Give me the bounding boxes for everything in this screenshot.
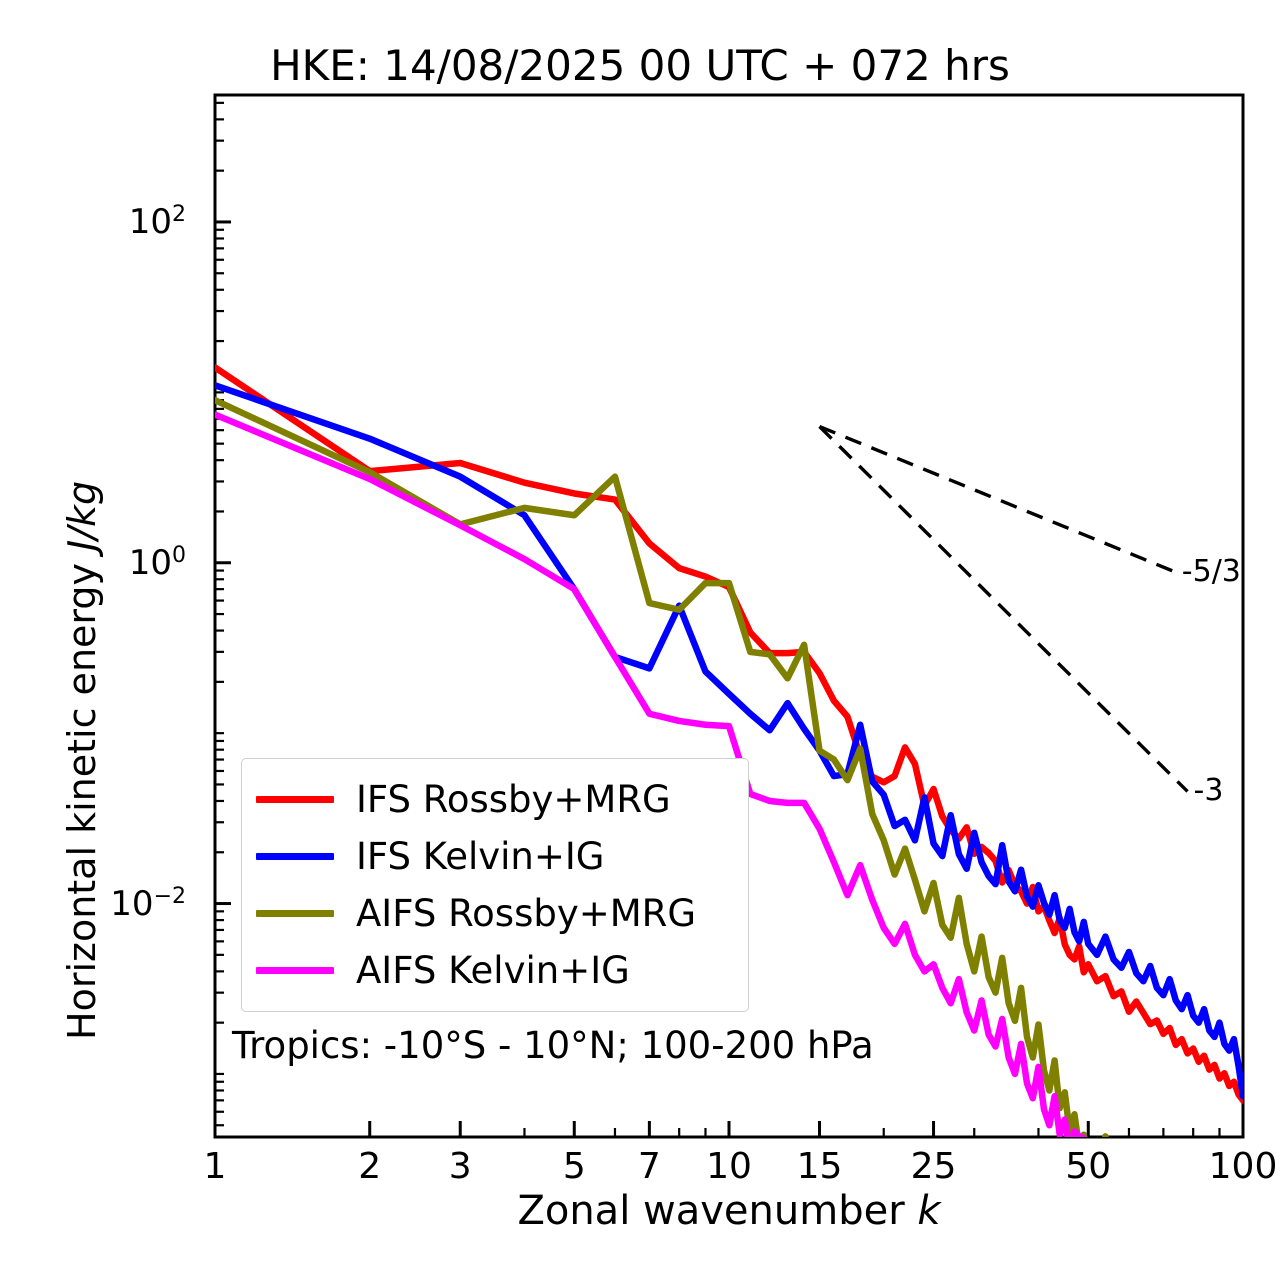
x-tick-label: 2 [358, 1146, 382, 1187]
x-tick-label: 25 [910, 1146, 957, 1187]
region-annotation: Tropics: -10°S - 10°N; 100-200 hPa [232, 1024, 874, 1067]
y-tick-exponent: −2 [153, 883, 186, 909]
reference-slope-line [818, 425, 1189, 793]
x-tick-label: 15 [796, 1146, 843, 1187]
legend-swatch-line-icon [256, 853, 334, 860]
series-line-aifs-rossby-mrg [215, 396, 1109, 1137]
series-line-ifs-kelvin-ig [215, 382, 1243, 1100]
series-line-ifs-rossby-mrg [215, 364, 1243, 1104]
legend-item[interactable]: IFS Rossby+MRG [256, 771, 732, 828]
y-tick-mantissa: 10 [128, 202, 172, 243]
legend-item[interactable]: AIFS Rossby+MRG [256, 885, 732, 942]
y-tick-label: 10−2 [110, 883, 186, 923]
legend-label: IFS Rossby+MRG [356, 777, 671, 821]
data-curves [215, 364, 1243, 1137]
x-axis-label: Zonal wavenumber k [215, 1188, 1243, 1234]
slope-label: -3 [1193, 773, 1224, 809]
reference-slope-lines [818, 424, 1189, 793]
legend-swatch-line-icon [256, 967, 334, 974]
x-tick-label: 5 [562, 1146, 586, 1187]
x-tick-label: 7 [637, 1146, 661, 1187]
y-tick-label: 100 [129, 543, 186, 583]
x-tick-label: 3 [448, 1146, 472, 1187]
x-tick-label: 10 [706, 1146, 752, 1187]
legend-label: AIFS Kelvin+IG [356, 948, 630, 992]
y-tick-mantissa: 10 [128, 542, 172, 583]
y-tick-mantissa: 10 [110, 883, 154, 924]
legend-swatch-line-icon [256, 910, 334, 917]
axis-ticks [213, 101, 1245, 1137]
slope-label: -5/3 [1181, 554, 1241, 590]
x-tick-label: 100 [1208, 1146, 1278, 1187]
x-tick-label: 1 [203, 1146, 227, 1187]
x-axis-label-text: Zonal wavenumber [517, 1188, 918, 1234]
x-axis-label-symbol: k [917, 1188, 941, 1234]
reference-slope-line [818, 424, 1177, 574]
x-tick-label: 50 [1065, 1146, 1112, 1187]
legend-label: IFS Kelvin+IG [356, 834, 605, 878]
series-line-aifs-kelvin-ig [215, 411, 1087, 1137]
y-tick-exponent: 2 [172, 201, 186, 227]
legend-item[interactable]: IFS Kelvin+IG [256, 828, 732, 885]
y-tick-exponent: 0 [172, 542, 186, 568]
legend[interactable]: IFS Rossby+MRG IFS Kelvin+IG AIFS Rossby+M… [241, 758, 749, 1012]
legend-item[interactable]: AIFS Kelvin+IG [256, 942, 732, 999]
legend-label: AIFS Rossby+MRG [356, 891, 697, 935]
chart-title: HKE: 14/08/2025 00 UTC + 072 hrs [270, 41, 1010, 90]
legend-swatch-line-icon [256, 796, 334, 803]
y-tick-label: 102 [129, 202, 186, 242]
